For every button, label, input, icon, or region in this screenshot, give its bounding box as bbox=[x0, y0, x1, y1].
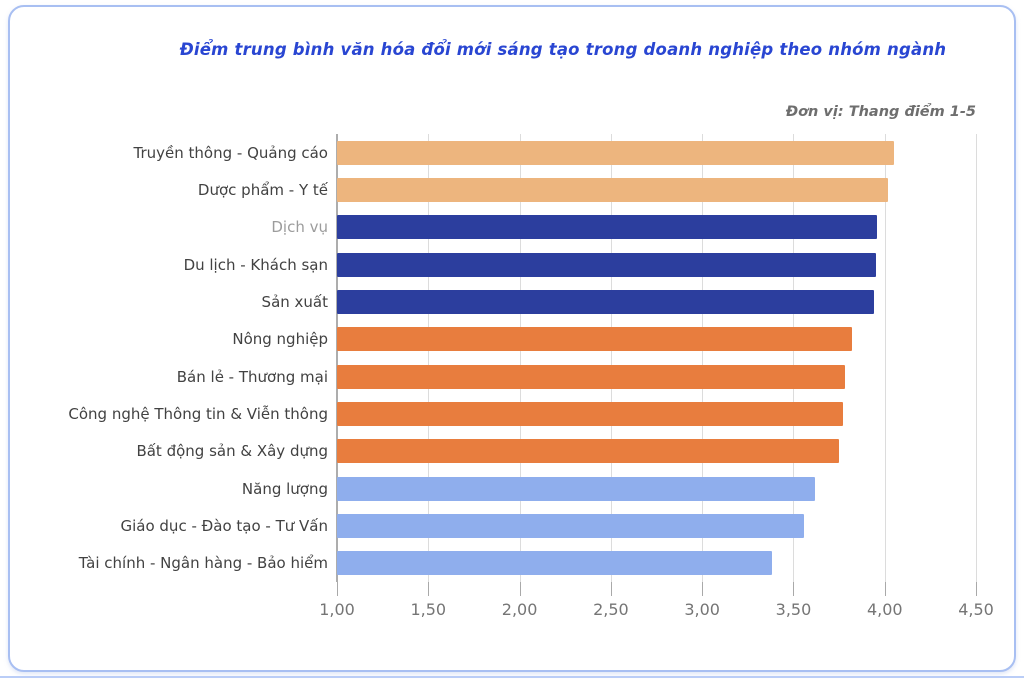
x-tick-label: 3,00 bbox=[684, 600, 720, 619]
category-label: Dược phẩm - Y tế bbox=[197, 180, 328, 199]
bar bbox=[337, 551, 772, 576]
category-label: Giáo dục - Đào tạo - Tư Vấn bbox=[120, 516, 328, 535]
bar bbox=[337, 178, 889, 202]
x-tick-label: 1,00 bbox=[319, 600, 355, 619]
gridline bbox=[610, 134, 612, 582]
x-tick-label: 4,50 bbox=[958, 600, 994, 619]
gridline bbox=[428, 134, 430, 582]
bar bbox=[337, 252, 876, 277]
category-label: Nông nghiệp bbox=[232, 330, 328, 349]
bar bbox=[337, 290, 874, 314]
x-tick-mark bbox=[519, 582, 521, 596]
category-label: Sản xuất bbox=[261, 292, 328, 311]
x-tick-label: 2,50 bbox=[593, 600, 629, 619]
category-label: Bất động sản & Xây dựng bbox=[136, 442, 328, 461]
bar bbox=[337, 215, 878, 240]
category-label: Năng lượng bbox=[241, 479, 328, 498]
bar bbox=[337, 402, 843, 426]
x-tick-mark bbox=[337, 582, 338, 596]
gridline bbox=[793, 134, 795, 582]
x-tick-mark bbox=[976, 582, 978, 596]
bar bbox=[337, 514, 805, 538]
category-label: Công nghệ Thông tin & Viễn thông bbox=[68, 404, 328, 423]
x-tick-mark bbox=[428, 582, 430, 596]
gridline bbox=[976, 134, 978, 582]
gridline bbox=[702, 134, 704, 582]
plot-area: 1,00 1,50 2,00 2,50 3,00 3,50 4,00 4,50 bbox=[319, 134, 1021, 619]
x-tick-mark bbox=[610, 582, 612, 596]
bar bbox=[337, 439, 840, 464]
bar bbox=[337, 327, 852, 352]
x-tick-mark bbox=[884, 582, 886, 596]
chart-card: Điểm trung bình văn hóa đổi mới sáng tạo… bbox=[8, 5, 1016, 672]
unit-label: Đơn vị: Thang điểm 1-5 bbox=[785, 104, 976, 120]
category-axis: Truyền thông - Quảng cáo Dược phẩm - Y tế… bbox=[30, 134, 328, 582]
x-tick-label: 4,00 bbox=[866, 600, 903, 619]
bar bbox=[337, 140, 894, 165]
category-label: Bán lẻ - Thương mại bbox=[176, 367, 328, 386]
x-tick-mark bbox=[702, 582, 704, 596]
x-tick-label: 2,00 bbox=[501, 600, 538, 619]
bottom-divider bbox=[0, 676, 1024, 678]
x-tick-label: 1,50 bbox=[410, 600, 447, 619]
category-label: Truyền thông - Quảng cáo bbox=[133, 143, 328, 162]
category-label: Du lịch - Khách sạn bbox=[183, 255, 328, 274]
x-tick-label: 3,50 bbox=[775, 600, 812, 619]
y-axis-line bbox=[336, 134, 338, 582]
chart-title: Điểm trung bình văn hóa đổi mới sáng tạo… bbox=[179, 40, 947, 59]
gridline bbox=[519, 134, 521, 582]
bar bbox=[337, 476, 816, 501]
category-label: Tài chính - Ngân hàng - Bảo hiểm bbox=[78, 554, 328, 573]
gridline bbox=[884, 134, 886, 582]
category-label: Dịch vụ bbox=[271, 218, 328, 237]
x-tick-mark bbox=[793, 582, 795, 596]
bar bbox=[337, 364, 845, 389]
